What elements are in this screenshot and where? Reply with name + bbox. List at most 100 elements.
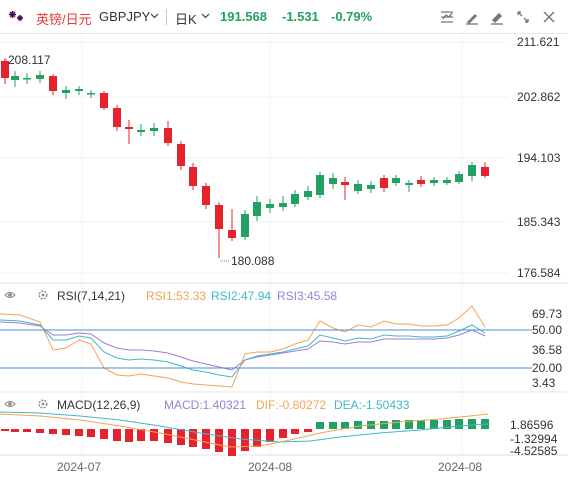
candle: [150, 128, 158, 131]
candle: [11, 76, 19, 80]
candle: [468, 165, 476, 176]
uk-flag-icon: [9, 11, 23, 21]
candle: [49, 76, 57, 91]
candle: [189, 167, 197, 186]
rsi-axis-label: 3.43: [532, 376, 556, 390]
dea-line: [0, 411, 489, 443]
dea-value: DEA:-1.50433: [334, 398, 410, 412]
candle: [291, 194, 299, 204]
macd-histogram-bar: [1, 429, 9, 431]
candle: [367, 185, 375, 189]
y-axis-label: 176.584: [517, 266, 561, 280]
macd-histogram-bar: [380, 421, 388, 429]
macd-histogram-bar: [241, 429, 249, 451]
candle: [455, 174, 463, 182]
candle: [228, 230, 236, 238]
candle: [481, 167, 489, 176]
macd-histogram-bar: [253, 429, 261, 447]
macd-histogram-bar: [430, 420, 438, 429]
macd-histogram-bar: [202, 429, 210, 449]
high-price-marker: 208.117: [8, 53, 51, 67]
candle: [23, 78, 31, 80]
macd-histogram-bar: [215, 429, 223, 452]
chart-header: 英镑/日元 GBPJPY 日K 191.568 -1.531 -0.79%: [0, 0, 568, 34]
candle: [215, 205, 223, 229]
macd-histogram-bar: [75, 429, 83, 436]
currency-pair-code[interactable]: GBPJPY: [99, 9, 151, 24]
macd-histogram-bar: [62, 429, 70, 435]
candle: [341, 182, 349, 185]
macd-histogram-bar: [150, 429, 158, 441]
gear-icon[interactable]: [37, 289, 49, 301]
chevron-down-icon[interactable]: [150, 11, 159, 20]
dif-value: DIF:-0.80272: [256, 398, 327, 412]
rsi-indicator-name[interactable]: RSI(7,14,21): [57, 289, 126, 303]
macd-histogram-bar: [125, 429, 133, 442]
macd-histogram-bar: [23, 429, 31, 432]
candle: [417, 180, 425, 184]
macd-indicator-name[interactable]: MACD(12,26,9): [57, 398, 141, 412]
macd-histogram-bar: [11, 429, 19, 432]
fullscreen-icon[interactable]: [514, 8, 532, 26]
macd-histogram-bar: [405, 420, 413, 429]
rsi1-line: [0, 305, 486, 388]
rsi-axis-label: 50.00: [532, 323, 562, 337]
price-change-percent: -0.79%: [331, 9, 373, 24]
rsi-axis-label: 69.73: [532, 307, 562, 321]
candle: [100, 93, 108, 108]
macd-histogram-bar: [164, 429, 172, 443]
divider: [166, 9, 167, 25]
macd-histogram-bar: [291, 429, 299, 434]
candle: [62, 90, 70, 93]
divider: [0, 33, 568, 34]
candle: [125, 127, 133, 129]
candle: [380, 178, 388, 188]
candle: [137, 130, 145, 132]
macd-histogram-bar: [354, 421, 362, 429]
macd-histogram-bar: [36, 429, 44, 433]
macd-value: MACD:1.40321: [164, 398, 247, 412]
candle: [430, 180, 438, 183]
rsi1-value: RSI1:53.33: [146, 289, 207, 303]
candle: [392, 178, 400, 183]
rsi-axis-label: 20.00: [532, 361, 562, 375]
candle: [241, 214, 249, 237]
macd-histogram-bar: [266, 429, 274, 442]
candle: [75, 89, 83, 91]
macd-histogram-bar: [100, 429, 108, 439]
macd-histogram-bar: [137, 429, 145, 441]
x-axis-date-label: 2024-08: [248, 460, 292, 474]
macd-axis-label: 1.86596: [510, 418, 554, 432]
macd-axis-label: -1.32994: [510, 432, 558, 446]
candle: [1, 61, 9, 78]
macd-histogram-bar: [443, 420, 451, 429]
macd-histogram-bar: [392, 420, 400, 429]
candle: [87, 93, 95, 95]
close-icon[interactable]: [540, 8, 558, 26]
y-axis-label: 202.862: [517, 90, 561, 104]
candle: [266, 204, 274, 208]
drawing-tools-icon[interactable]: [463, 8, 481, 26]
candle: [316, 175, 324, 195]
visibility-icon[interactable]: [4, 398, 16, 410]
macd-histogram-bar: [49, 429, 57, 434]
price-change: -1.531: [282, 9, 319, 24]
eraser-icon[interactable]: [488, 8, 506, 26]
rsi3-value: RSI3:45.58: [277, 289, 338, 303]
gear-icon[interactable]: [37, 398, 49, 410]
candle: [177, 144, 185, 166]
x-axis-date-label: 2024-08: [438, 460, 482, 474]
visibility-icon[interactable]: [4, 289, 16, 301]
candle: [113, 108, 121, 127]
period-selector[interactable]: 日K: [175, 12, 197, 27]
macd-histogram-bar: [468, 419, 476, 429]
currency-pair-name[interactable]: 英镑/日元: [36, 12, 92, 27]
macd-histogram-bar: [417, 420, 425, 429]
macd-histogram-bar: [455, 419, 463, 429]
rsi-axis-label: 36.58: [532, 343, 562, 357]
chevron-down-icon[interactable]: [201, 11, 210, 20]
indicator-settings-icon[interactable]: [438, 8, 456, 26]
macd-histogram-bar: [113, 429, 121, 441]
macd-histogram-bar: [87, 429, 95, 437]
